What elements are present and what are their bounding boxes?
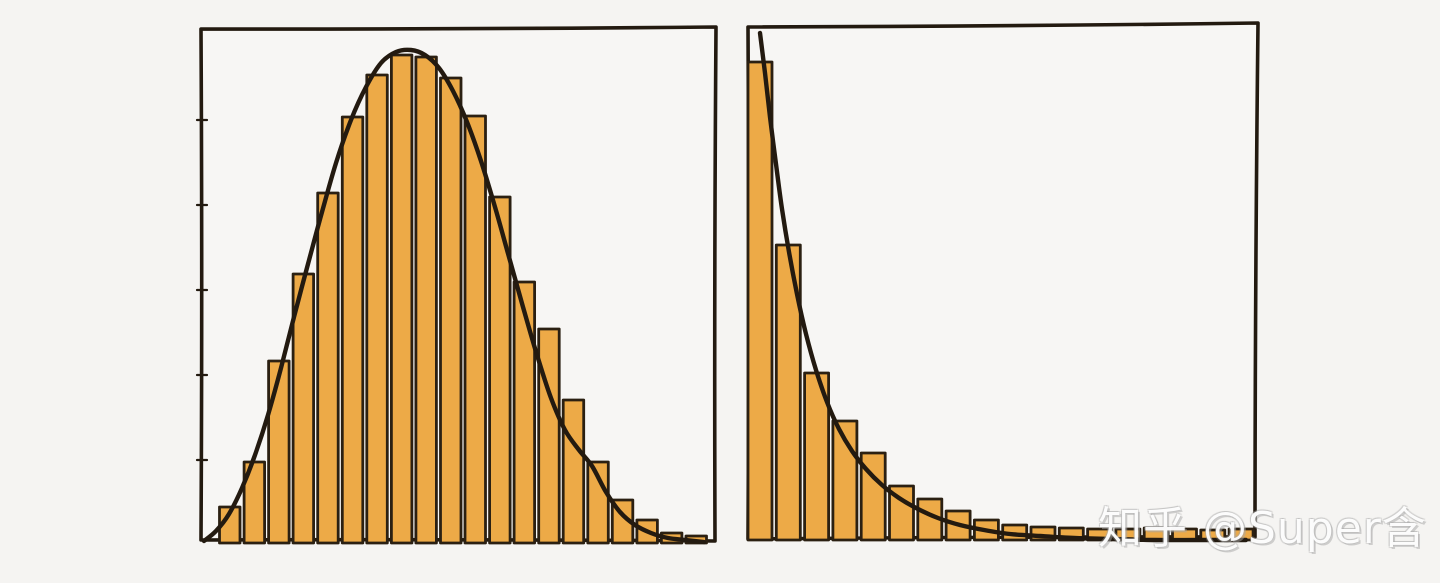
chart-exponential-histogram: [746, 21, 1260, 543]
histogram-bar: [365, 73, 389, 545]
histogram-bar: [340, 115, 365, 545]
histogram-bar: [537, 327, 561, 545]
histogram-bar: [267, 359, 291, 545]
normal-histogram-density-curve: [201, 47, 707, 545]
exponential-histogram-density-curve: [757, 30, 1249, 543]
histogram-bar: [316, 191, 340, 545]
histogram-bar: [439, 76, 463, 545]
histogram-bar: [389, 53, 414, 545]
chart-normal-histogram: [195, 25, 718, 545]
histogram-bar: [463, 114, 487, 545]
histogram-bar: [561, 398, 586, 545]
histogram-bar: [414, 55, 438, 545]
histogram-bar: [512, 280, 536, 545]
histogram-bar: [888, 484, 915, 542]
histogram-bar: [746, 60, 774, 542]
histogram-bar: [488, 195, 512, 545]
histogram-bar: [859, 451, 887, 542]
